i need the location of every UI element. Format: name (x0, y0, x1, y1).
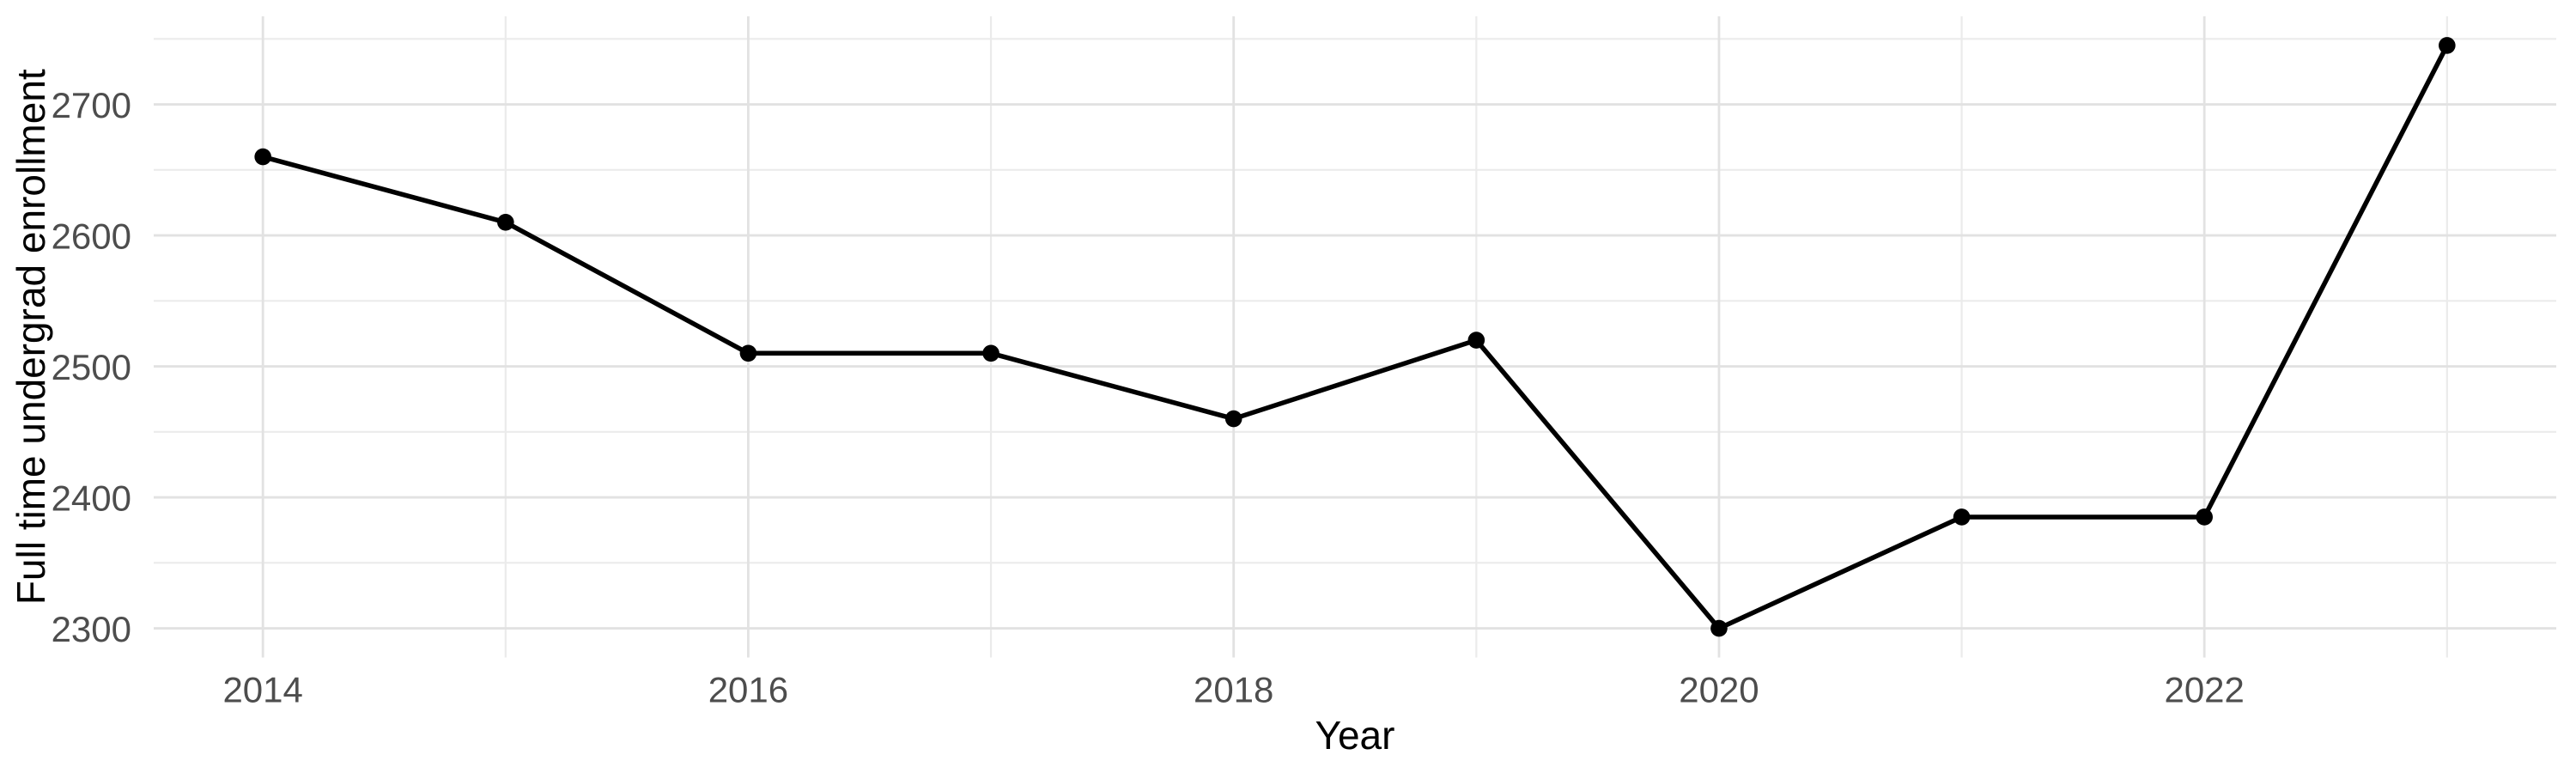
svg-text:2020: 2020 (1679, 670, 1759, 710)
svg-text:2014: 2014 (222, 670, 302, 710)
svg-text:2300: 2300 (52, 609, 131, 649)
svg-text:2500: 2500 (52, 347, 131, 387)
svg-text:2700: 2700 (52, 85, 131, 125)
svg-text:Year: Year (1315, 713, 1395, 758)
svg-text:Full time undergrad enrollment: Full time undergrad enrollment (9, 69, 53, 605)
svg-text:2016: 2016 (708, 670, 788, 710)
svg-text:2022: 2022 (2164, 670, 2244, 710)
svg-text:2600: 2600 (52, 216, 131, 256)
svg-text:2400: 2400 (52, 478, 131, 518)
svg-text:2018: 2018 (1194, 670, 1273, 710)
